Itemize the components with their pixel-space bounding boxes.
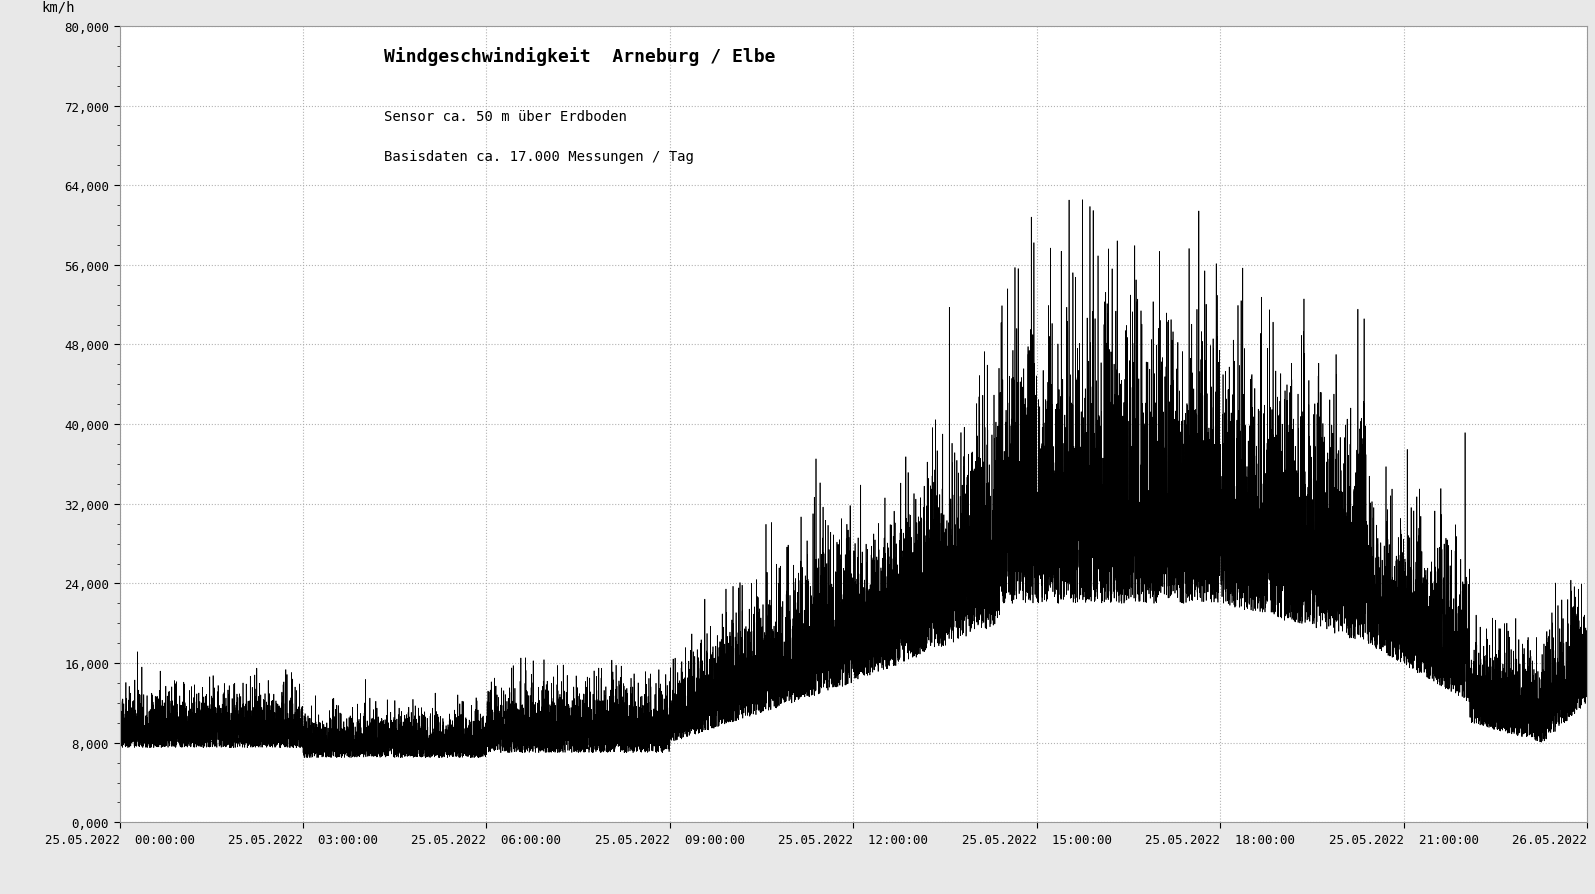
Text: Windgeschwindigkeit  Arneburg / Elbe: Windgeschwindigkeit Arneburg / Elbe	[384, 46, 775, 65]
Text: Basisdaten ca. 17.000 Messungen / Tag: Basisdaten ca. 17.000 Messungen / Tag	[384, 150, 694, 164]
Y-axis label: km/h: km/h	[41, 1, 75, 15]
Text: Sensor ca. 50 m über Erdboden: Sensor ca. 50 m über Erdboden	[384, 110, 627, 124]
